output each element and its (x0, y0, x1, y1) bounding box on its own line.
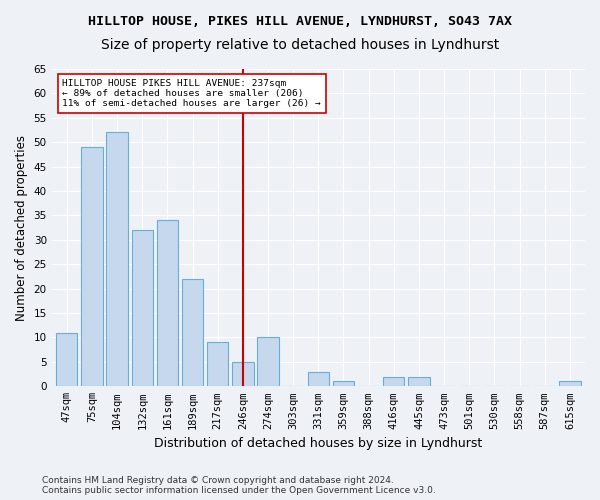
Bar (157, 220, 178, 386)
Bar (559, 382, 581, 386)
Text: Size of property relative to detached houses in Lyndhurst: Size of property relative to detached ho… (101, 38, 499, 52)
X-axis label: Distribution of detached houses by size in Lyndhurst: Distribution of detached houses by size … (154, 437, 482, 450)
Bar (182, 279, 203, 386)
Bar (131, 230, 153, 386)
Bar (106, 132, 128, 386)
Text: HILLTOP HOUSE, PIKES HILL AVENUE, LYNDHURST, SO43 7AX: HILLTOP HOUSE, PIKES HILL AVENUE, LYNDHU… (88, 15, 512, 28)
Text: HILLTOP HOUSE PIKES HILL AVENUE: 237sqm
← 89% of detached houses are smaller (20: HILLTOP HOUSE PIKES HILL AVENUE: 237sqm … (62, 78, 321, 108)
Bar (207, 342, 229, 386)
Bar (383, 376, 404, 386)
Y-axis label: Number of detached properties: Number of detached properties (15, 134, 28, 320)
Bar (333, 382, 354, 386)
Bar (56, 332, 77, 386)
Text: Contains HM Land Registry data © Crown copyright and database right 2024.
Contai: Contains HM Land Registry data © Crown c… (42, 476, 436, 495)
Bar (232, 362, 254, 386)
Bar (257, 338, 279, 386)
Bar (308, 372, 329, 386)
Bar (408, 376, 430, 386)
Bar (81, 147, 103, 386)
